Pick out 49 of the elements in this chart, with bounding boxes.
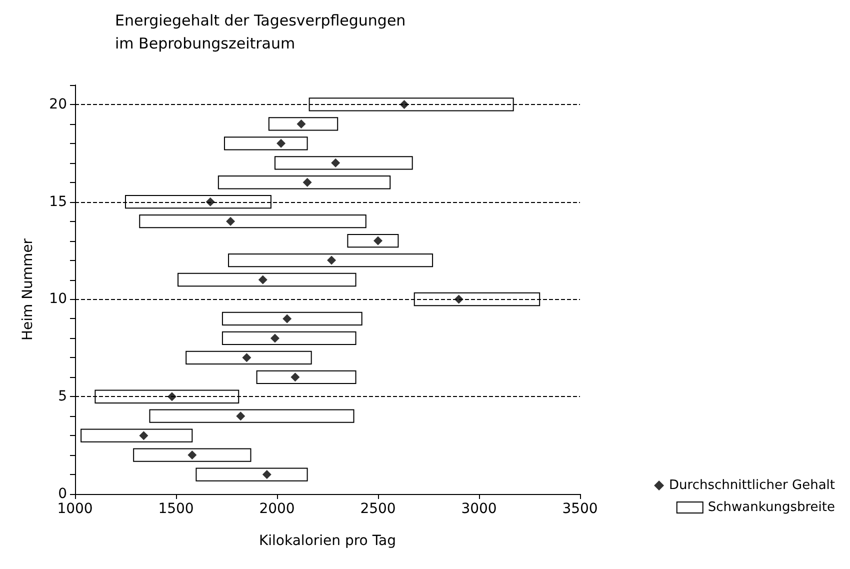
y-tick-label: 20 — [49, 96, 67, 112]
point — [258, 275, 268, 284]
legend-label: Durchschnittlicher Gehalt — [669, 478, 836, 493]
x-tick-label: 2500 — [360, 501, 396, 517]
chart-subtitle: im Beprobungszeitraum — [115, 34, 296, 52]
x-tick-label: 3000 — [461, 501, 497, 517]
point — [282, 314, 292, 324]
point — [236, 412, 246, 421]
bar — [224, 136, 308, 150]
bar — [196, 468, 308, 482]
point — [290, 372, 300, 382]
bar — [274, 156, 413, 170]
point — [226, 216, 236, 226]
point — [139, 431, 148, 440]
point — [242, 353, 252, 362]
bar — [222, 312, 362, 326]
bar — [222, 331, 356, 346]
point — [296, 119, 306, 128]
point — [270, 334, 280, 343]
bar — [178, 272, 356, 287]
point — [276, 138, 286, 148]
point — [327, 256, 336, 265]
point — [188, 450, 197, 460]
point — [374, 236, 382, 246]
y-tick-label: 10 — [49, 291, 67, 308]
bar — [347, 234, 399, 248]
bar — [256, 370, 356, 384]
bar — [268, 117, 338, 131]
point — [331, 158, 340, 168]
x-axis-title: Kilokalorien pro Tag — [258, 533, 396, 549]
chart-title: Energiegehalt der Tagesverpflegungen — [115, 12, 406, 30]
bar — [80, 428, 193, 442]
x-tick-label: 2000 — [259, 501, 295, 517]
bar — [139, 214, 366, 228]
bar — [133, 448, 252, 462]
x-tick-label: 3500 — [562, 501, 598, 517]
bar — [218, 176, 391, 190]
bar — [228, 253, 434, 268]
legend-label: Schwankungsbreite — [708, 500, 835, 515]
x-tick-label: 1000 — [57, 501, 93, 517]
bar — [186, 350, 312, 364]
y-tick-label: 5 — [58, 388, 67, 405]
x-tick-label: 1500 — [158, 501, 194, 517]
y-axis-title: Heim Nummer — [20, 238, 36, 341]
point — [262, 470, 272, 480]
y-tick-label: 0 — [58, 486, 67, 502]
point — [302, 178, 312, 187]
bar — [149, 409, 354, 423]
y-tick-label: 15 — [49, 194, 67, 210]
